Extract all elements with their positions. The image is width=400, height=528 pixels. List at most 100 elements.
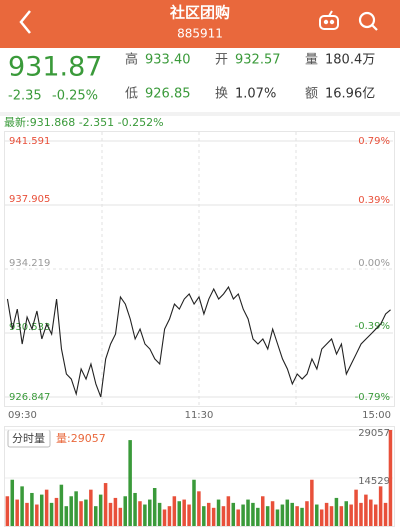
volume-bar bbox=[388, 430, 393, 526]
field-value: 1.07% bbox=[235, 87, 276, 102]
volume-tick-label: 14529 bbox=[358, 476, 390, 487]
field-value: 933.40 bbox=[145, 53, 191, 68]
y-tick-label: 941.591 bbox=[9, 136, 50, 147]
field-label: 量 bbox=[305, 53, 318, 68]
volume-bar bbox=[290, 502, 294, 526]
volume-bar bbox=[202, 506, 206, 526]
field-value: 180.4万 bbox=[325, 53, 375, 68]
volume-bar bbox=[113, 497, 118, 526]
volume-bar bbox=[10, 479, 15, 526]
divider bbox=[0, 112, 400, 116]
x-tick-label: 15:00 bbox=[362, 410, 391, 421]
volume-bar bbox=[211, 507, 216, 526]
y2-tick-label: -0.39% bbox=[355, 321, 390, 332]
x-tick-label: 09:30 bbox=[8, 410, 37, 421]
page-title: 社区团购 bbox=[169, 4, 230, 22]
volume-bar bbox=[5, 496, 10, 526]
volume-bar bbox=[103, 483, 108, 526]
volume-bar bbox=[35, 504, 39, 526]
field-value: 926.85 bbox=[145, 87, 191, 102]
y-tick-label: 937.905 bbox=[9, 194, 50, 205]
volume-bar bbox=[54, 497, 59, 526]
volume-bar bbox=[94, 506, 98, 526]
volume-bar bbox=[315, 504, 319, 526]
volume-bar bbox=[295, 506, 299, 526]
volume-bar bbox=[383, 502, 388, 526]
volume-bar bbox=[226, 496, 231, 526]
volume-bar bbox=[319, 509, 324, 526]
volume-bar bbox=[69, 496, 73, 526]
volume-bar bbox=[256, 507, 260, 526]
volume-bar bbox=[265, 506, 270, 526]
change: -2.35 bbox=[8, 89, 42, 104]
volume-bar bbox=[221, 506, 226, 526]
field-label: 低 bbox=[125, 87, 138, 102]
volume-bar bbox=[285, 499, 290, 526]
volume-bar bbox=[216, 499, 221, 526]
robot-icon[interactable] bbox=[319, 10, 339, 30]
y2-tick-label: 0.39% bbox=[358, 195, 390, 206]
x-tick-label: 11:30 bbox=[185, 410, 214, 421]
volume-bar bbox=[339, 506, 344, 526]
volume-bar bbox=[275, 509, 280, 526]
time-grid bbox=[101, 132, 297, 406]
volume-bar bbox=[241, 504, 245, 526]
volume-bar bbox=[108, 502, 113, 526]
volume-bar bbox=[177, 501, 182, 526]
volume-bar bbox=[162, 509, 167, 526]
volume-bar bbox=[231, 502, 236, 526]
volume-bar bbox=[167, 506, 172, 526]
volume-bar bbox=[192, 479, 196, 526]
volume-bar bbox=[349, 504, 353, 526]
volume-bar bbox=[305, 501, 309, 526]
volume-bar bbox=[187, 504, 191, 526]
stock-code: 885911 bbox=[177, 27, 223, 41]
volume-bar bbox=[334, 497, 339, 526]
volume-bar bbox=[260, 496, 265, 526]
field-label: 换 bbox=[215, 87, 228, 102]
volume-bar bbox=[79, 501, 83, 526]
volume-bar bbox=[128, 440, 132, 526]
volume-bar bbox=[172, 496, 177, 526]
volume-bar bbox=[123, 496, 127, 526]
y-tick-label: 930.533 bbox=[9, 322, 50, 333]
volume-bar bbox=[329, 506, 334, 526]
volume-bar bbox=[251, 502, 255, 526]
volume-bar bbox=[39, 494, 44, 526]
volume-bar bbox=[49, 502, 54, 526]
volume-bar bbox=[118, 507, 123, 526]
volume-bar bbox=[300, 507, 304, 526]
volume-bar bbox=[138, 501, 142, 526]
volume-bar bbox=[148, 499, 152, 526]
price-line bbox=[6, 285, 391, 398]
y2-tick-label: -0.79% bbox=[355, 392, 390, 403]
volume-bar bbox=[324, 502, 329, 526]
volume-bar bbox=[25, 502, 29, 526]
volume-bar bbox=[30, 492, 34, 526]
volume-bar bbox=[152, 488, 157, 526]
volume-bar bbox=[197, 491, 201, 526]
volume-bar bbox=[59, 484, 64, 526]
field-label: 额 bbox=[305, 87, 318, 102]
change-pct: -0.25% bbox=[52, 89, 98, 104]
volume-bar bbox=[280, 504, 285, 526]
volume-bar bbox=[344, 501, 348, 526]
volume-tick-label: 29057 bbox=[358, 428, 390, 439]
volume-tab: 分时量 bbox=[12, 432, 45, 445]
price: 931.87 bbox=[8, 52, 102, 83]
field-value: 932.57 bbox=[235, 53, 281, 68]
volume-bar bbox=[359, 502, 363, 526]
y-tick-label: 926.847 bbox=[9, 392, 50, 403]
volume-bar bbox=[246, 499, 250, 526]
latest-quote: 最新:931.868 -2.351 -0.252% bbox=[4, 115, 164, 129]
header-bar bbox=[0, 0, 400, 48]
volume-bar bbox=[74, 491, 78, 526]
search-icon[interactable] bbox=[358, 11, 378, 31]
back-button[interactable] bbox=[19, 10, 31, 34]
volume-bar bbox=[354, 489, 358, 526]
field-label: 开 bbox=[215, 53, 228, 68]
volume-bar bbox=[64, 506, 69, 526]
volume-bar bbox=[89, 489, 93, 526]
field-label: 高 bbox=[125, 52, 138, 68]
volume-bar bbox=[15, 499, 19, 526]
